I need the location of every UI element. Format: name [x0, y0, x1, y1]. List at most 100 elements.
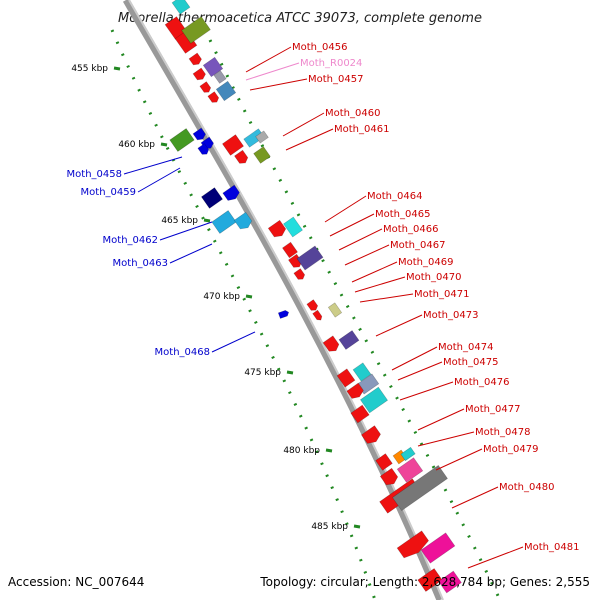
kbp-tick-label: 460 kbp [118, 140, 155, 150]
label-leader-line [467, 546, 524, 569]
forward-gene-block[interactable] [396, 530, 431, 561]
forward-gene-label[interactable]: Moth_0474 [438, 342, 493, 353]
label-leader-line [351, 261, 398, 283]
forward-gene-label[interactable]: Moth_0456 [292, 42, 347, 53]
forward-gene-block[interactable] [338, 330, 360, 350]
forward-gene-label[interactable]: Moth_0469 [398, 257, 453, 268]
forward-gene-block[interactable] [213, 70, 227, 84]
forward-gene-label[interactable]: Moth_0471 [414, 289, 469, 300]
forward-gene-block[interactable] [396, 457, 424, 483]
forward-gene-label[interactable]: Moth_R0024 [300, 58, 362, 69]
label-leader-line [338, 228, 383, 251]
forward-gene-block[interactable] [346, 382, 365, 401]
forward-gene-block[interactable] [359, 386, 389, 414]
forward-gene-label[interactable]: Moth_0464 [367, 191, 422, 202]
forward-gene-block[interactable] [222, 134, 244, 156]
accession-text: Accession: NC_007644 [8, 575, 144, 589]
forward-gene-block[interactable] [255, 130, 269, 144]
forward-gene-block[interactable] [327, 302, 343, 318]
reverse-gene-block[interactable] [192, 127, 207, 142]
forward-gene-label[interactable]: Moth_0461 [334, 124, 389, 135]
label-leader-line [354, 276, 406, 293]
forward-gene-block[interactable] [253, 146, 271, 164]
forward-gene-block[interactable] [267, 219, 287, 239]
forward-gene-label[interactable]: Moth_0478 [475, 427, 530, 438]
forward-gene-label[interactable]: Moth_0481 [524, 542, 579, 553]
forward-gene-label[interactable]: Moth_0457 [308, 74, 363, 85]
label-leader-line [169, 243, 213, 264]
forward-gene-block[interactable] [207, 91, 220, 105]
reverse-gene-block[interactable] [277, 309, 290, 319]
reverse-gene-block[interactable] [169, 128, 195, 152]
label-leader-line [324, 195, 367, 223]
forward-gene-block[interactable] [283, 216, 303, 238]
forward-gene-block[interactable] [361, 425, 382, 447]
label-leader-line [245, 46, 292, 73]
forward-gene-block[interactable] [234, 149, 249, 166]
forward-gene-block[interactable] [438, 570, 462, 594]
label-leader-line [375, 314, 423, 337]
forward-gene-label[interactable]: Moth_0460 [325, 108, 380, 119]
reverse-gene-block[interactable] [222, 184, 241, 203]
forward-gene-label[interactable]: Moth_0476 [454, 377, 509, 388]
forward-gene-label[interactable]: Moth_0477 [465, 404, 520, 415]
forward-gene-block[interactable] [392, 464, 448, 512]
reverse-gene-label[interactable]: Moth_0468 [155, 347, 210, 358]
kbp-tick-label: 470 kbp [203, 292, 240, 302]
label-leader-line [249, 78, 308, 91]
forward-gene-block[interactable] [312, 309, 324, 322]
label-leader-line [329, 213, 375, 237]
label-leader-line [123, 156, 183, 175]
label-leader-line [344, 244, 390, 266]
forward-gene-block[interactable] [293, 268, 306, 282]
forward-gene-block[interactable] [306, 299, 319, 313]
genome-backbone [122, 0, 444, 600]
forward-gene-block[interactable] [171, 0, 191, 15]
forward-gene-block[interactable] [202, 56, 224, 78]
forward-gene-label[interactable]: Moth_0479 [483, 444, 538, 455]
label-leader-line [359, 293, 414, 303]
forward-gene-label[interactable]: Moth_0473 [423, 310, 478, 321]
forward-gene-label[interactable]: Moth_0475 [443, 357, 498, 368]
forward-gene-block[interactable] [379, 467, 399, 487]
forward-gene-block[interactable] [350, 404, 370, 424]
reverse-gene-label[interactable]: Moth_0462 [103, 235, 158, 246]
kbp-tick-mark [113, 66, 121, 71]
forward-gene-label[interactable]: Moth_0465 [375, 209, 430, 220]
forward-gene-label[interactable]: Moth_0470 [406, 272, 461, 283]
forward-gene-block[interactable] [192, 67, 207, 82]
forward-gene-group [164, 0, 462, 594]
reverse-gene-block[interactable] [197, 143, 210, 157]
kbp-tick-mark [245, 294, 253, 299]
label-leader-line [397, 361, 443, 381]
label-leader-line [391, 346, 438, 371]
forward-gene-block[interactable] [181, 16, 211, 44]
kbp-tick-group: 455 kbp 460 kbp 465 kbp 470 kbp 475 kbp 480 k… [71, 64, 361, 532]
label-leader-line [285, 128, 334, 151]
forward-gene-label[interactable]: Moth_0480 [499, 482, 554, 493]
forward-gene-label[interactable]: Moth_0467 [390, 240, 445, 251]
reverse-gene-label[interactable]: Moth_0463 [113, 258, 168, 269]
forward-gene-block[interactable] [352, 362, 372, 382]
reverse-gene-block[interactable] [211, 210, 237, 234]
reverse-gene-block[interactable] [233, 211, 253, 231]
forward-gene-block[interactable] [417, 568, 443, 592]
forward-gene-block[interactable] [188, 52, 203, 67]
label-leader-line [159, 221, 213, 241]
forward-gene-block[interactable] [199, 81, 212, 95]
kbp-tick-label: 455 kbp [71, 64, 108, 74]
forward-gene-label[interactable]: Moth_0466 [383, 224, 438, 235]
forward-gene-block[interactable] [400, 446, 416, 462]
kbp-tick-mark [286, 370, 294, 375]
forward-gene-block[interactable] [296, 245, 324, 271]
reverse-gene-block[interactable] [201, 187, 223, 209]
forward-gene-block[interactable] [282, 241, 298, 259]
forward-gene-block[interactable] [322, 335, 341, 354]
forward-gene-block[interactable] [420, 532, 456, 564]
forward-gene-block[interactable] [215, 80, 237, 102]
reverse-gene-label[interactable]: Moth_0458 [67, 169, 122, 180]
forward-gene-block[interactable] [375, 453, 393, 471]
forward-gene-block[interactable] [336, 368, 356, 388]
reverse-gene-label[interactable]: Moth_0459 [81, 187, 136, 198]
